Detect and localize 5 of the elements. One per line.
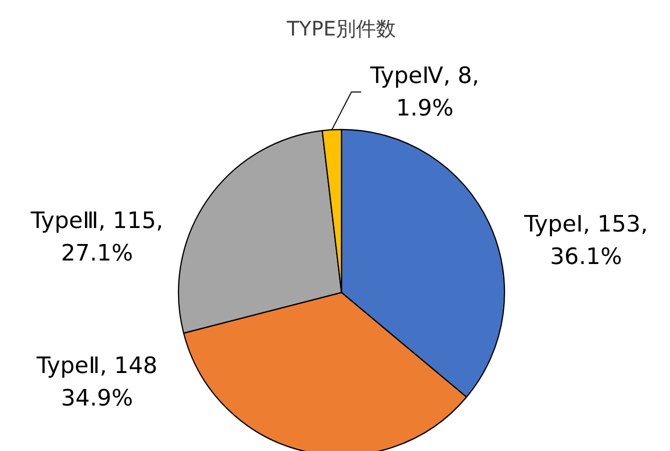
slice-label: TypeⅠ, 153, 36.1% [523,211,648,270]
slice-label: TypeⅡ, 148 34.9% [36,352,158,412]
slice-label: TypeⅢ, 115, 27.1% [30,208,164,267]
chart-title: TYPE別件数 [286,16,396,40]
slice-label: TypeⅣ, 8, 1.9% [369,62,480,122]
